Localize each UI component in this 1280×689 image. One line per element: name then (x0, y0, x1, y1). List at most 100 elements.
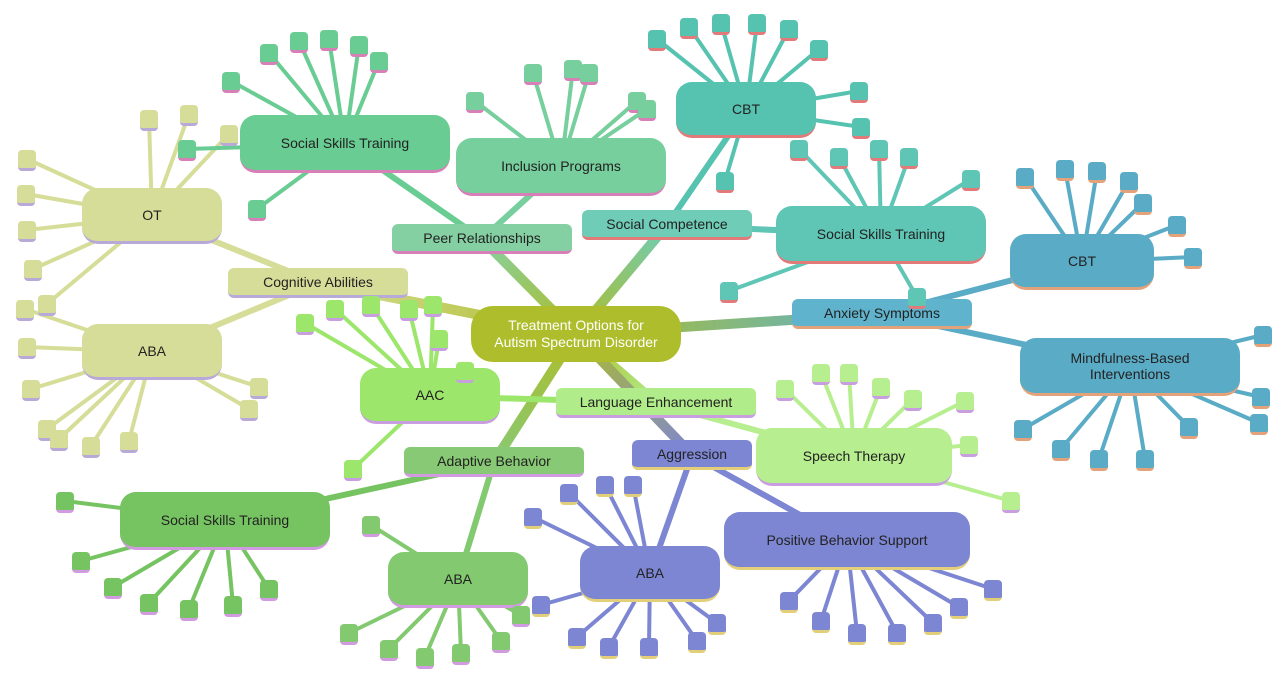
leaf-node[interactable] (956, 392, 974, 413)
leaf-node[interactable] (524, 508, 542, 529)
leaf-node[interactable] (430, 330, 448, 351)
category-soccomp[interactable]: Social Competence (582, 210, 752, 240)
leaf-node[interactable] (1090, 450, 1108, 471)
leaf-node[interactable] (708, 614, 726, 635)
leaf-node[interactable] (1254, 326, 1272, 347)
leaf-node[interactable] (120, 432, 138, 453)
leaf-node[interactable] (600, 638, 618, 659)
leaf-node[interactable] (848, 624, 866, 645)
leaf-node[interactable] (870, 140, 888, 161)
leaf-node[interactable] (872, 378, 890, 399)
leaf-node[interactable] (38, 295, 56, 316)
treatment-node[interactable]: ABA (388, 552, 528, 608)
leaf-node[interactable] (248, 200, 266, 221)
leaf-node[interactable] (560, 484, 578, 505)
leaf-node[interactable] (320, 30, 338, 51)
leaf-node[interactable] (222, 72, 240, 93)
leaf-node[interactable] (380, 640, 398, 661)
root-node[interactable]: Treatment Options for Autism Spectrum Di… (471, 306, 681, 362)
leaf-node[interactable] (260, 580, 278, 601)
leaf-node[interactable] (296, 314, 314, 335)
leaf-node[interactable] (904, 390, 922, 411)
leaf-node[interactable] (960, 436, 978, 457)
treatment-node[interactable]: Speech Therapy (756, 428, 952, 486)
treatment-node[interactable]: Inclusion Programs (456, 138, 666, 196)
leaf-node[interactable] (812, 364, 830, 385)
leaf-node[interactable] (850, 82, 868, 103)
leaf-node[interactable] (648, 30, 666, 51)
leaf-node[interactable] (400, 300, 418, 321)
treatment-node[interactable]: CBT (1010, 234, 1154, 290)
leaf-node[interactable] (1056, 160, 1074, 181)
leaf-node[interactable] (140, 110, 158, 131)
leaf-node[interactable] (24, 260, 42, 281)
leaf-node[interactable] (326, 300, 344, 321)
treatment-node[interactable]: CBT (676, 82, 816, 138)
leaf-node[interactable] (984, 580, 1002, 601)
leaf-node[interactable] (830, 148, 848, 169)
treatment-node[interactable]: Mindfulness-Based Interventions (1020, 338, 1240, 396)
leaf-node[interactable] (260, 44, 278, 65)
leaf-node[interactable] (224, 596, 242, 617)
leaf-node[interactable] (240, 400, 258, 421)
leaf-node[interactable] (720, 282, 738, 303)
category-peer[interactable]: Peer Relationships (392, 224, 572, 254)
leaf-node[interactable] (1134, 194, 1152, 215)
leaf-node[interactable] (290, 32, 308, 53)
leaf-node[interactable] (900, 148, 918, 169)
leaf-node[interactable] (962, 170, 980, 191)
leaf-node[interactable] (362, 516, 380, 537)
leaf-node[interactable] (712, 14, 730, 35)
leaf-node[interactable] (452, 644, 470, 665)
leaf-node[interactable] (220, 125, 238, 146)
leaf-node[interactable] (716, 172, 734, 193)
category-adapt[interactable]: Adaptive Behavior (404, 447, 584, 477)
leaf-node[interactable] (780, 20, 798, 41)
leaf-node[interactable] (250, 378, 268, 399)
leaf-node[interactable] (1016, 168, 1034, 189)
leaf-node[interactable] (790, 140, 808, 161)
leaf-node[interactable] (688, 632, 706, 653)
treatment-node[interactable]: Social Skills Training (120, 492, 330, 550)
leaf-node[interactable] (416, 648, 434, 669)
leaf-node[interactable] (140, 594, 158, 615)
leaf-node[interactable] (888, 624, 906, 645)
leaf-node[interactable] (456, 362, 474, 383)
leaf-node[interactable] (82, 437, 100, 458)
category-anx[interactable]: Anxiety Symptoms (792, 299, 972, 329)
leaf-node[interactable] (50, 430, 68, 451)
leaf-node[interactable] (532, 596, 550, 617)
leaf-node[interactable] (180, 105, 198, 126)
leaf-node[interactable] (596, 476, 614, 497)
treatment-node[interactable]: ABA (580, 546, 720, 602)
leaf-node[interactable] (810, 40, 828, 61)
leaf-node[interactable] (362, 296, 380, 317)
leaf-node[interactable] (1088, 162, 1106, 183)
leaf-node[interactable] (17, 185, 35, 206)
leaf-node[interactable] (580, 64, 598, 85)
leaf-node[interactable] (640, 638, 658, 659)
leaf-node[interactable] (748, 14, 766, 35)
leaf-node[interactable] (512, 606, 530, 627)
leaf-node[interactable] (16, 300, 34, 321)
treatment-node[interactable]: AAC (360, 368, 500, 424)
category-cog[interactable]: Cognitive Abilities (228, 268, 408, 298)
leaf-node[interactable] (1052, 440, 1070, 461)
leaf-node[interactable] (908, 288, 926, 309)
category-lang[interactable]: Language Enhancement (556, 388, 756, 418)
treatment-node[interactable]: ABA (82, 324, 222, 380)
leaf-node[interactable] (1250, 414, 1268, 435)
leaf-node[interactable] (776, 380, 794, 401)
leaf-node[interactable] (1168, 216, 1186, 237)
leaf-node[interactable] (812, 612, 830, 633)
treatment-node[interactable]: Positive Behavior Support (724, 512, 970, 570)
leaf-node[interactable] (924, 614, 942, 635)
leaf-node[interactable] (340, 624, 358, 645)
leaf-node[interactable] (1252, 388, 1270, 409)
leaf-node[interactable] (950, 598, 968, 619)
leaf-node[interactable] (680, 18, 698, 39)
leaf-node[interactable] (344, 460, 362, 481)
leaf-node[interactable] (72, 552, 90, 573)
leaf-node[interactable] (524, 64, 542, 85)
leaf-node[interactable] (852, 118, 870, 139)
